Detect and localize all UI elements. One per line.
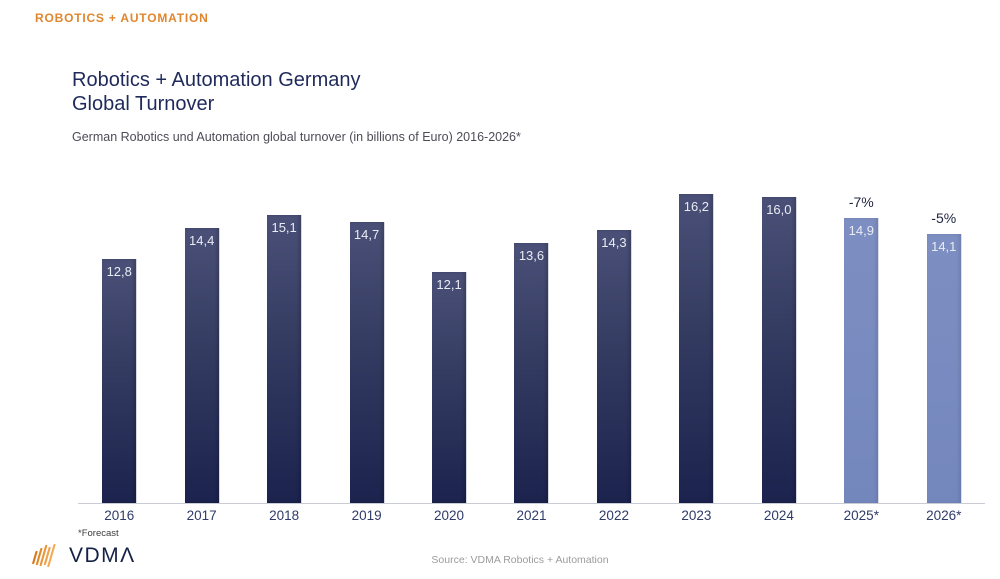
- bar-2024: 16,0: [761, 197, 796, 503]
- bar-chart: 12,8 14,4 15,1 14,7 12,1 13,6 14,3 16,2 16,0 -7% 1…: [78, 160, 985, 504]
- change-annotation-2026*: -5%: [931, 210, 957, 226]
- bar-2022: 14,3: [596, 230, 631, 503]
- kicker-label: ROBOTICS + AUTOMATION: [35, 11, 209, 25]
- x-axis-label-2020: 2020: [434, 508, 465, 523]
- bar-value-label: 14,1: [931, 239, 957, 254]
- bar-column-2024: 16,0: [738, 160, 820, 503]
- change-annotation-2025*: -7%: [848, 194, 874, 210]
- vdma-wordmark: VDMΛ: [69, 544, 136, 567]
- bar-column-2016: 12,8: [78, 160, 160, 503]
- bar-column-2017: 14,4: [160, 160, 242, 503]
- x-axis-labels: 2016 2017 2018 2019 2020 2021 2022 2023 2024 2025…: [78, 508, 985, 523]
- bar-2025*: 14,9: [844, 218, 879, 503]
- x-axis-label-2016: 2016: [104, 508, 135, 523]
- bar-value-label: 16,0: [766, 202, 792, 217]
- bar-value-label: 14,4: [189, 233, 215, 248]
- chart-subtitle: German Robotics und Automation global tu…: [72, 130, 521, 144]
- x-axis-label-2018: 2018: [269, 508, 300, 523]
- vdma-logo-strokes-icon: [32, 543, 56, 568]
- x-axis-label-2025*: 2025*: [843, 508, 879, 523]
- page-title: Robotics + Automation Germany Global Tur…: [72, 68, 360, 116]
- bar-column-2022: 14,3: [573, 160, 655, 503]
- bar-2023: 16,2: [679, 194, 714, 503]
- bar-column-2019: 14,7: [325, 160, 407, 503]
- bar-column-2021: 13,6: [490, 160, 572, 503]
- source-caption: Source: VDMA Robotics + Automation: [431, 554, 609, 566]
- bar-value-label: 14,3: [601, 235, 627, 250]
- page-title-line2: Global Turnover: [72, 93, 215, 115]
- bar-column-2026*: -5% 14,1: [903, 160, 985, 503]
- bar-2026*: 14,1: [926, 234, 961, 503]
- x-axis-label-2017: 2017: [186, 508, 217, 523]
- bar-column-2018: 15,1: [243, 160, 325, 503]
- x-axis-label-2026*: 2026*: [926, 508, 962, 523]
- bar-2017: 14,4: [184, 228, 219, 503]
- bar-2020: 12,1: [432, 272, 467, 503]
- bar-column-2025*: -7% 14,9: [820, 160, 902, 503]
- bar-value-label: 14,7: [353, 227, 380, 242]
- bar-value-label: 14,9: [848, 223, 874, 238]
- forecast-footnote: *Forecast: [78, 528, 119, 539]
- x-axis-label-2022: 2022: [598, 508, 629, 523]
- vdma-logo: VDMΛ: [30, 543, 136, 569]
- bar-2018: 15,1: [267, 215, 302, 503]
- bar-value-label: 13,6: [518, 248, 545, 263]
- bar-value-label: 16,2: [683, 199, 710, 214]
- bar-2016: 12,8: [102, 259, 137, 503]
- x-axis-label-2019: 2019: [351, 508, 382, 523]
- x-axis-label-2023: 2023: [681, 508, 712, 523]
- x-axis-label-2021: 2021: [516, 508, 547, 523]
- bar-value-label: 15,1: [271, 220, 297, 235]
- x-axis-label-2024: 2024: [763, 508, 794, 523]
- bar-2019: 14,7: [349, 222, 384, 503]
- page-title-line1: Robotics + Automation Germany: [72, 69, 361, 91]
- bar-column-2020: 12,1: [408, 160, 490, 503]
- bar-value-label: 12,1: [436, 277, 462, 292]
- bar-value-label: 12,8: [106, 264, 132, 279]
- bar-2021: 13,6: [514, 243, 549, 503]
- bar-column-2023: 16,2: [655, 160, 737, 503]
